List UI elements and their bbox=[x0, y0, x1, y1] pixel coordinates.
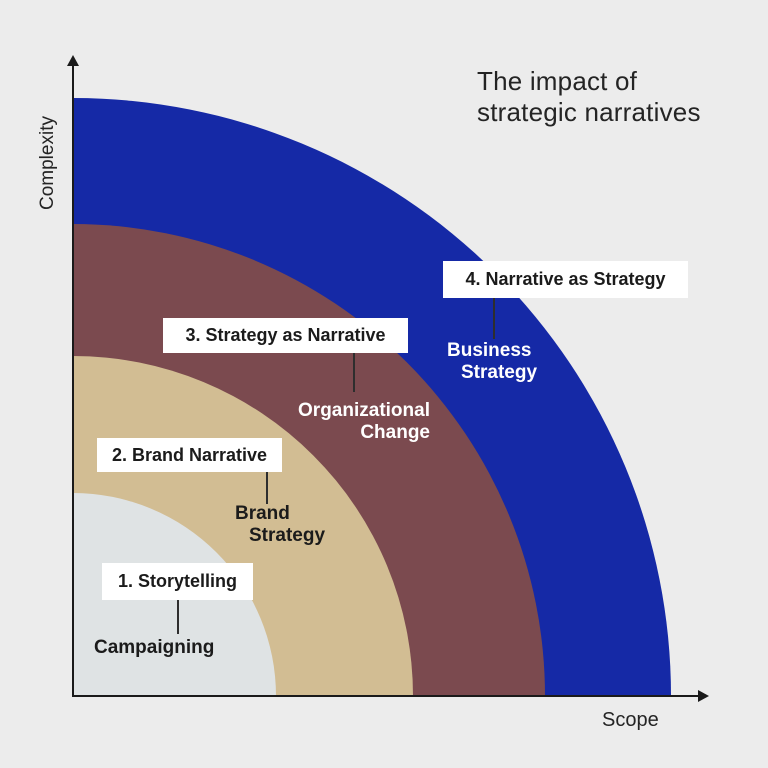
area-label-brand-strategy-line1: Brand bbox=[235, 503, 290, 524]
area-label-campaigning: Campaigning bbox=[94, 637, 214, 659]
diagram-title-line2: strategic narratives bbox=[477, 97, 701, 127]
label-box-brand-narrative-text: 2. Brand Narrative bbox=[111, 444, 268, 465]
area-label-business-strategy-line2: Strategy bbox=[461, 362, 538, 383]
y-axis-arrowhead bbox=[67, 55, 79, 66]
label-box-narrative-as-strategy-text: 4. Narrative as Strategy bbox=[465, 269, 666, 289]
y-axis-label: Complexity bbox=[37, 116, 58, 210]
area-label-business-strategy-line1: Business bbox=[447, 340, 532, 361]
x-axis-arrowhead bbox=[698, 690, 709, 702]
y-axis-line bbox=[72, 64, 74, 697]
label-box-narrative-as-strategy: 4. Narrative as Strategy bbox=[443, 261, 688, 298]
area-label-brand-strategy-line2: Strategy bbox=[249, 525, 326, 546]
area-label-organizational-change: Organizational Change bbox=[290, 400, 430, 444]
area-label-business-strategy: Business Strategy bbox=[447, 340, 537, 384]
label-box-brand-narrative: 2. Brand Narrative bbox=[97, 438, 282, 472]
area-label-organizational-change-line1: Organizational bbox=[298, 400, 430, 421]
label-box-strategy-as-narrative-text: 3. Strategy as Narrative bbox=[185, 325, 386, 345]
diagram-title: The impact of strategic narratives bbox=[477, 66, 701, 128]
label-box-storytelling-text: 1. Storytelling bbox=[117, 571, 238, 591]
label-box-strategy-as-narrative: 3. Strategy as Narrative bbox=[163, 318, 408, 353]
connector-line-storytelling bbox=[177, 600, 179, 634]
x-axis-line bbox=[73, 695, 702, 697]
connector-line-strategy-as-narrative bbox=[353, 353, 355, 392]
connector-line-brand-narrative bbox=[266, 472, 268, 504]
connector-line-narrative-as-strategy bbox=[493, 298, 495, 339]
x-axis-label: Scope bbox=[602, 709, 659, 731]
plot-area bbox=[73, 64, 705, 696]
area-label-brand-strategy: Brand Strategy bbox=[235, 503, 325, 547]
label-box-storytelling: 1. Storytelling bbox=[102, 563, 253, 600]
area-label-organizational-change-line2: Change bbox=[360, 422, 430, 443]
area-label-campaigning-line1: Campaigning bbox=[94, 637, 215, 658]
diagram-title-line1: The impact of bbox=[477, 66, 638, 96]
